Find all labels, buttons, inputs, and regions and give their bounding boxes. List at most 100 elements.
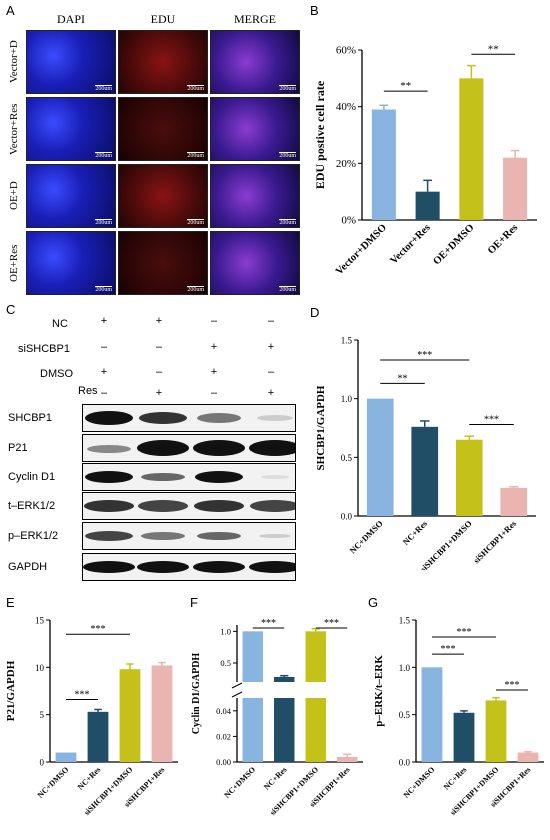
significance-label: *** xyxy=(417,350,432,361)
image-edu-vector-res: 200um xyxy=(118,97,208,161)
scale-bar: 200um xyxy=(95,219,112,226)
significance-label: *** xyxy=(505,680,520,691)
mark: – xyxy=(100,387,108,399)
condition-label-res: Res xyxy=(78,385,98,397)
bar xyxy=(421,667,443,762)
bar xyxy=(485,700,507,762)
bar xyxy=(366,398,394,516)
significance-label: *** xyxy=(441,644,456,655)
bar xyxy=(503,157,528,220)
mark: – xyxy=(100,341,108,353)
y-tick-label: 5 xyxy=(40,710,45,720)
significance-label: *** xyxy=(75,690,90,701)
y-tick-label: 15 xyxy=(35,616,45,626)
chart-f: 0.5 1.0 0.00 0.02 0.04 Cyclin D1/GAPDH NC+DMSO… xyxy=(191,618,363,817)
significance-label: ** xyxy=(398,373,408,384)
bar xyxy=(371,109,396,220)
bar xyxy=(242,631,263,682)
blot-band-gapdh xyxy=(82,553,301,581)
y-tick-label: 20% xyxy=(336,158,356,170)
mark: – xyxy=(155,341,163,353)
image-edu-oe-d: 200um xyxy=(118,164,208,228)
scale-bar: 200um xyxy=(187,85,204,92)
x-tick-label: NC+DMSO xyxy=(36,765,71,800)
scale-bar: 200um xyxy=(279,85,296,92)
y-tick-label: 0 xyxy=(40,758,45,768)
axis-break xyxy=(231,682,243,689)
image-dapi-oe-res: 200um xyxy=(26,231,116,295)
x-tick-label: NC+Res xyxy=(76,765,103,792)
significance-label: *** xyxy=(91,624,106,635)
bar xyxy=(517,752,539,762)
significance-label: ** xyxy=(488,43,499,55)
x-tick-label: NC+DMSO xyxy=(222,765,257,800)
condition-label-sishcbp1: siSHCBP1 xyxy=(18,343,70,355)
mark: – xyxy=(267,315,275,327)
mark: + xyxy=(155,387,163,399)
y-tick-label: 0.5 xyxy=(220,658,231,668)
mark: + xyxy=(155,315,163,327)
mark: + xyxy=(100,366,108,378)
panel-label-e: E xyxy=(6,595,15,610)
y-axis-label: P21/GAPDH xyxy=(5,660,17,721)
panel-label-c: C xyxy=(6,302,16,317)
mark: – xyxy=(210,315,218,327)
x-tick-label: siSHCBP1+Res xyxy=(471,518,518,565)
blot-band-p-erk xyxy=(82,522,296,550)
y-axis-label: SHCBP1/GAPDH xyxy=(315,385,327,470)
y-tick-label: 1.0 xyxy=(399,663,411,673)
chart-b: 0% 20% 40% 60% EDU postive cell rate Vector+D… xyxy=(313,43,537,277)
image-dapi-oe-d: 200um xyxy=(26,164,116,228)
panel-label-g: G xyxy=(368,595,379,610)
bar xyxy=(55,752,77,762)
mark: – xyxy=(210,387,218,399)
blot-label-t-erk: t–ERK1/2 xyxy=(8,500,56,512)
y-tick-label: 1.5 xyxy=(341,336,353,346)
y-tick-label: 0% xyxy=(341,215,356,227)
image-merge-oe-d: 200um xyxy=(210,164,300,228)
y-tick-label: 40% xyxy=(336,101,356,113)
y-tick-label: 60% xyxy=(336,45,356,57)
image-merge-oe-res: 200um xyxy=(210,231,300,295)
scale-bar: 200um xyxy=(187,219,204,226)
y-tick-label: 10 xyxy=(35,663,45,673)
bar xyxy=(500,487,528,516)
scale-bar: 200um xyxy=(187,286,204,293)
blot-label-cyclin-d1: Cyclin D1 xyxy=(8,471,56,483)
bar xyxy=(274,676,295,682)
significance-label: *** xyxy=(457,627,472,638)
row-label-vector-d: Vector+D xyxy=(8,40,20,84)
significance-label: *** xyxy=(261,618,276,629)
bar xyxy=(119,669,141,762)
scale-bar: 200um xyxy=(95,152,112,159)
panel-label-b: B xyxy=(310,3,319,18)
image-edu-vector-d: 200um xyxy=(118,30,208,94)
image-merge-vector-res: 200um xyxy=(210,97,300,161)
y-tick-label: 0.0 xyxy=(399,758,411,768)
row-label-oe-d: OE+D xyxy=(8,181,20,211)
y-tick-label: 1.0 xyxy=(341,394,353,404)
y-axis-label: EDU postive cell rate xyxy=(313,80,327,189)
x-tick-label: NC+DMSO xyxy=(402,765,437,800)
blot-label-p21: P21 xyxy=(8,442,28,454)
blot-band-t-erk xyxy=(82,492,300,520)
blot-label-p-erk: p–ERK1/2 xyxy=(8,530,59,542)
y-tick-label: 0.02 xyxy=(216,731,231,741)
x-tick-label: NC+Res xyxy=(442,765,469,792)
image-dapi-vector-res: 200um xyxy=(26,97,116,161)
scale-bar: 200um xyxy=(279,219,296,226)
scale-bar: 200um xyxy=(279,286,296,293)
condition-label-nc: NC xyxy=(52,318,68,330)
y-tick-label: 0.5 xyxy=(341,453,353,463)
x-tick-label: NC+Res xyxy=(401,518,430,547)
x-tick-label: OE+Res xyxy=(486,222,520,256)
bar xyxy=(87,711,109,762)
y-tick-label: 0.0 xyxy=(341,512,353,522)
x-tick-label: Vector+DMSO xyxy=(334,222,389,277)
condition-label-dmso: DMSO xyxy=(40,368,73,380)
mark: + xyxy=(100,315,108,327)
axis-break xyxy=(231,691,243,698)
chart-d: 0.0 0.5 1.0 1.5 SHCBP1/GAPDH NC+DMSO NC+Res siS… xyxy=(315,336,536,570)
